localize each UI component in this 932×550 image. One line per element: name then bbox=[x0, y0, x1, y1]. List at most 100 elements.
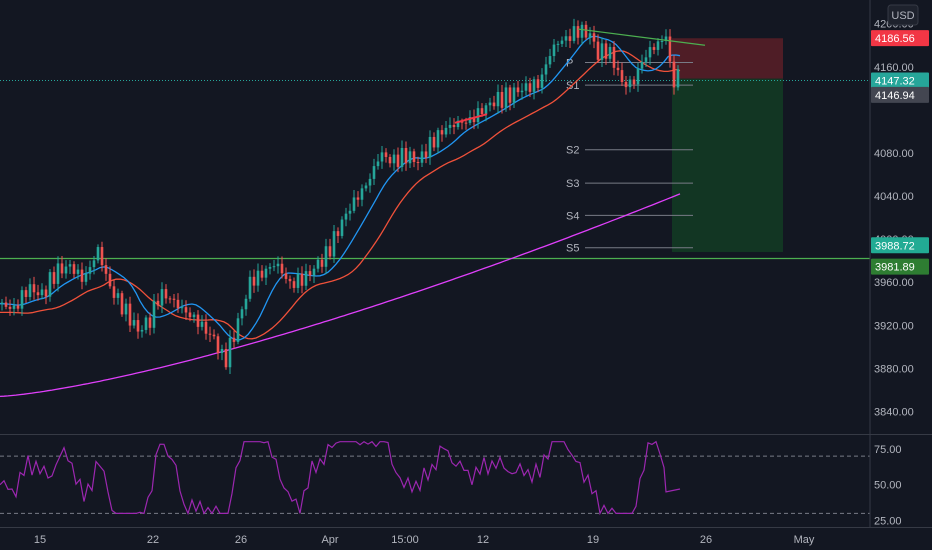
candle-body bbox=[240, 309, 244, 319]
target-price-tag-box bbox=[871, 237, 929, 254]
candle-body bbox=[492, 102, 496, 107]
candle-body bbox=[344, 213, 348, 220]
candle-body bbox=[140, 329, 144, 332]
candle-body bbox=[520, 90, 524, 93]
pivot-label-r1: R1 bbox=[566, 0, 580, 2]
candle-body bbox=[36, 292, 40, 296]
drawn-red-segment bbox=[454, 113, 488, 124]
candle-body bbox=[556, 43, 560, 45]
candle-body bbox=[224, 349, 228, 368]
candle-body bbox=[40, 289, 44, 296]
candle-body bbox=[412, 151, 416, 162]
candle-body bbox=[0, 302, 4, 304]
candle-body bbox=[628, 79, 632, 88]
candle-body bbox=[236, 318, 240, 342]
candle-body bbox=[660, 41, 664, 43]
candle-body bbox=[352, 197, 356, 211]
candle-body bbox=[572, 26, 576, 41]
candle-body bbox=[348, 210, 352, 214]
pivot-label-s4: S4 bbox=[566, 210, 579, 222]
rsi-line bbox=[0, 440, 681, 516]
candle-body bbox=[212, 334, 216, 337]
candle-body bbox=[552, 44, 556, 57]
price-axis[interactable]: 4200.004160.004080.004040.004000.003960.… bbox=[869, 0, 929, 528]
candle-body bbox=[452, 124, 456, 128]
price-pane[interactable]: R1 P S1 S2 S3 S4 S5 bbox=[0, 0, 870, 398]
pivot-label-s2: S2 bbox=[566, 145, 579, 157]
candle-body bbox=[600, 43, 604, 60]
candle-body bbox=[524, 83, 528, 91]
candle-body bbox=[580, 24, 584, 38]
time-tick-label: 26 bbox=[235, 534, 247, 546]
candle-body bbox=[16, 305, 20, 309]
candle-body bbox=[24, 290, 28, 297]
candle-body bbox=[232, 337, 236, 342]
candle-body bbox=[316, 259, 320, 269]
candle-body bbox=[180, 307, 184, 309]
time-axis[interactable]: 15 22 26 Apr 15:00 12 19 26 May bbox=[0, 527, 932, 547]
candle-body bbox=[532, 79, 536, 92]
entry-price-tag: 4146.94 bbox=[875, 90, 915, 102]
candle-body bbox=[664, 36, 668, 42]
candle-body bbox=[560, 40, 564, 44]
candle-body bbox=[76, 269, 80, 274]
candle-body bbox=[548, 56, 552, 65]
candle-body bbox=[304, 271, 308, 286]
candle-body bbox=[248, 276, 252, 299]
candle-body bbox=[372, 166, 376, 179]
candle-body bbox=[52, 272, 56, 284]
candle-body bbox=[592, 33, 596, 42]
pivot-label-s3: S3 bbox=[566, 178, 579, 190]
candle-body bbox=[20, 290, 24, 309]
rsi-tick-label: 50.00 bbox=[874, 480, 902, 492]
candle-body bbox=[480, 108, 484, 114]
candle-body bbox=[176, 299, 180, 309]
candle-body bbox=[244, 298, 248, 310]
candle-body bbox=[424, 151, 428, 158]
candle-body bbox=[464, 122, 468, 124]
candle-body bbox=[500, 91, 504, 108]
candle-body bbox=[432, 136, 436, 148]
candle-body bbox=[188, 312, 192, 318]
candle-body bbox=[56, 263, 60, 284]
candle-body bbox=[676, 69, 680, 88]
price-tick-label: 3880.00 bbox=[874, 363, 914, 375]
time-tick-label: 22 bbox=[147, 534, 159, 546]
candle-body bbox=[292, 281, 296, 288]
candle-body bbox=[416, 161, 420, 163]
candle-body bbox=[116, 293, 120, 298]
candle-body bbox=[308, 271, 312, 276]
candle-body bbox=[300, 273, 304, 286]
candle-body bbox=[132, 320, 136, 326]
candle-body bbox=[288, 278, 292, 282]
currency-button-box bbox=[887, 4, 919, 26]
candle-body bbox=[420, 151, 424, 163]
candle-body bbox=[656, 41, 660, 50]
candle-body bbox=[320, 259, 324, 267]
candle-body bbox=[380, 152, 384, 162]
candle-body bbox=[540, 74, 544, 88]
moving-average-slow bbox=[0, 193, 681, 398]
candle-body bbox=[208, 333, 212, 335]
candle-body bbox=[124, 303, 128, 315]
candle-body bbox=[68, 264, 72, 267]
rsi-pane[interactable]: 75.00 50.00 25.00 bbox=[0, 434, 932, 528]
candle-body bbox=[268, 267, 272, 269]
candle-body bbox=[468, 117, 472, 123]
candle-body bbox=[216, 336, 220, 354]
time-tick-label: May bbox=[794, 534, 815, 546]
candle-body bbox=[284, 273, 288, 279]
candle-body bbox=[620, 70, 624, 82]
candle-body bbox=[612, 46, 616, 68]
candle-body bbox=[96, 247, 100, 261]
stop-price-tag: 4186.56 bbox=[875, 33, 915, 45]
candle-body bbox=[476, 108, 480, 123]
candle-body bbox=[604, 43, 608, 59]
price-tick-label: 3840.00 bbox=[874, 406, 914, 418]
candle-body bbox=[8, 306, 12, 309]
price-tick-label: 3960.00 bbox=[874, 277, 914, 289]
candle-body bbox=[360, 188, 364, 200]
currency-button[interactable]: USD bbox=[887, 4, 919, 26]
moving-average-fast bbox=[0, 35, 681, 341]
